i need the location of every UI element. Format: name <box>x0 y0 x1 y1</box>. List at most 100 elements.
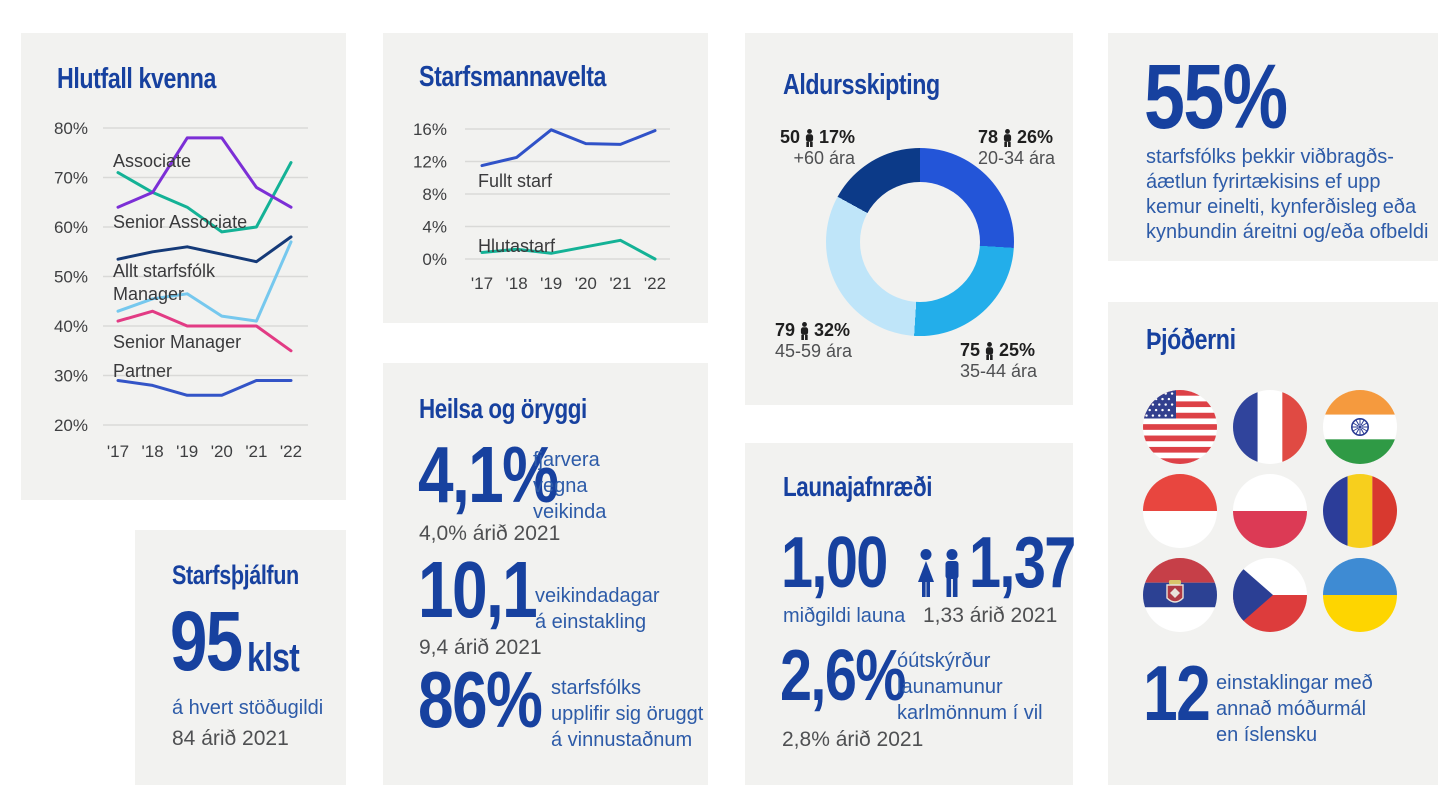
svg-text:'19: '19 <box>176 442 198 461</box>
flag-czech-republic <box>1233 558 1307 632</box>
svg-text:16%: 16% <box>413 120 447 139</box>
training-hours-value: 95 <box>170 594 243 688</box>
donut-label-35-44: 75 25% 35-44 ára <box>960 341 1037 381</box>
panel-title: Starfsmannavelta <box>419 61 607 93</box>
person-icon <box>805 128 814 147</box>
donut-count: 79 <box>775 320 796 340</box>
panel-title: Starfsþjálfun <box>172 560 299 590</box>
awareness-value: 55% <box>1144 46 1288 148</box>
pay-gap-prev-year: 2,8% árið 2021 <box>782 728 924 751</box>
sick-absence-value: 4,1% <box>418 430 559 519</box>
flag-ukraine <box>1323 558 1397 632</box>
donut-pct: 32% <box>814 320 851 340</box>
flag-indonesia <box>1143 474 1217 548</box>
panel-title: Þjóðerni <box>1146 324 1236 356</box>
feel-safe-desc: starfsfólks upplifir sig öruggt á vinnus… <box>551 677 704 751</box>
svg-text:'18: '18 <box>506 274 528 293</box>
donut-count: 50 <box>779 127 800 147</box>
svg-text:12%: 12% <box>413 153 447 172</box>
svg-text:'21: '21 <box>245 442 267 461</box>
panel-heilsa-og-oryggi: Heilsa og öryggi 4,1% fjarvera vegna vei… <box>383 363 708 785</box>
flag-romania <box>1323 474 1397 548</box>
svg-text:60%: 60% <box>54 218 88 237</box>
panel-aldursskipting: Aldursskipting 50 17% +60 ára 78 26% 20-34… <box>745 33 1073 405</box>
svg-text:'17: '17 <box>107 442 129 461</box>
pay-ratio-women: 1,00 <box>781 523 888 603</box>
donut-count: 78 <box>978 127 999 147</box>
donut-label-45-59: 79 32% 45-59 ára <box>775 321 852 361</box>
panel-hlutfall-kvenna: Hlutfall kvenna 80% 70% 60% 50% 40% 30% 20% '17… <box>21 33 346 500</box>
donut-count: 75 <box>960 340 981 360</box>
languages-text: einstaklingar með annað móðurmál en ísle… <box>1216 672 1373 746</box>
donut-pct: 17% <box>818 127 855 147</box>
series-label-senior-manager: Senior Manager <box>113 332 242 352</box>
series-label-associate: Associate <box>113 151 192 171</box>
donut-pct: 26% <box>1017 127 1054 147</box>
svg-text:4%: 4% <box>422 218 447 237</box>
flag-france <box>1233 390 1307 464</box>
man-icon <box>945 549 959 597</box>
training-hours-unit: klst <box>247 636 300 680</box>
sick-days-prev-year: 9,4 árið 2021 <box>419 636 542 659</box>
svg-text:'17: '17 <box>471 274 493 293</box>
sick-days-desc: veikindadagar á einstakling <box>535 585 660 633</box>
donut-range: 35-44 ára <box>960 361 1038 381</box>
training-prev-year: 84 árið 2021 <box>172 727 289 750</box>
series-label-allt-starfsfolk: Allt starfsfólk <box>113 261 216 281</box>
donut-label-20-34: 78 26% 20-34 ára <box>978 128 1055 168</box>
languages-count: 12 <box>1143 649 1211 737</box>
svg-text:8%: 8% <box>422 185 447 204</box>
svg-text:'22: '22 <box>280 442 302 461</box>
sick-absence-prev-year: 4,0% árið 2021 <box>419 522 561 545</box>
svg-text:20%: 20% <box>54 416 88 435</box>
panel-title: Launajafnræði <box>783 471 933 502</box>
hlutfall-kvenna-chart: 80% 70% 60% 50% 40% 30% 20% '17 '18 '19 '20 '21 '22 <box>54 119 308 461</box>
panel-title: Aldursskipting <box>783 69 940 101</box>
starfsmannavelta-chart: 16% 12% 8% 4% 0% '17 '18 '19 '20 '21 '22 <box>413 120 670 293</box>
svg-text:'22: '22 <box>644 274 666 293</box>
panel-title: Hlutfall kvenna <box>57 63 217 95</box>
training-desc: á hvert stöðugildi <box>172 697 324 719</box>
svg-text:40%: 40% <box>54 317 88 336</box>
pay-gap-desc: óútskýrður launamunur karlmönnum í vil <box>897 650 1043 724</box>
donut-range: 45-59 ára <box>775 341 853 361</box>
donut-label-60plus: 50 17% +60 ára <box>780 128 855 168</box>
pay-ratio-prev-year: 1,33 árið 2021 <box>923 604 1058 627</box>
svg-text:'19: '19 <box>540 274 562 293</box>
panel-starfsmannavelta: Starfsmannavelta 16% 12% 8% 4% 0% '17 '18 '19 '2… <box>383 33 708 323</box>
svg-text:'20: '20 <box>575 274 597 293</box>
flag-usa <box>1143 390 1217 464</box>
svg-text:'20: '20 <box>211 442 233 461</box>
age-donut-chart <box>826 148 1014 336</box>
svg-text:0%: 0% <box>422 250 447 269</box>
series-label-partner: Partner <box>113 361 173 381</box>
svg-text:'21: '21 <box>609 274 631 293</box>
donut-range: 20-34 ára <box>978 148 1056 168</box>
gender-icons <box>915 547 962 597</box>
donut-pct: 25% <box>999 340 1036 360</box>
person-icon <box>800 321 809 340</box>
pay-gap-value: 2,6% <box>780 636 906 716</box>
sick-absence-desc: fjarvera vegna veikinda <box>533 449 607 523</box>
svg-text:'18: '18 <box>142 442 164 461</box>
panel-awareness: 55% starfsfólks þekkir viðbragðs- áætlun… <box>1108 33 1438 261</box>
series-label-manager: Manager <box>113 284 185 304</box>
series-label-senior-associate: Senior Associate <box>113 212 248 232</box>
series-label-hlutastarf: Hlutastarf <box>478 236 556 256</box>
svg-text:30%: 30% <box>54 367 88 386</box>
flag-poland <box>1233 474 1307 548</box>
panel-starfsthjalfun: Starfsþjálfun 95 klst á hvert stöðugildi… <box>135 530 346 785</box>
panel-thjodherni: Þjóðerni 12 einstaklingar með annað móðu… <box>1108 302 1438 785</box>
person-icon <box>1003 128 1012 147</box>
awareness-text: starfsfólks þekkir viðbragðs- áætlun fyr… <box>1146 146 1429 243</box>
series-label-fullt-starf: Fullt starf <box>478 171 553 191</box>
donut-range: +60 ára <box>793 148 855 168</box>
pay-ratio-men: 1,37 <box>969 523 1076 603</box>
flag-india <box>1323 390 1397 464</box>
sick-days-value: 10,1 <box>418 545 538 634</box>
flag-serbia <box>1143 558 1217 632</box>
svg-text:80%: 80% <box>54 119 88 138</box>
pay-ratio-desc: miðgildi launa <box>783 605 906 627</box>
panel-title: Heilsa og öryggi <box>419 393 587 424</box>
